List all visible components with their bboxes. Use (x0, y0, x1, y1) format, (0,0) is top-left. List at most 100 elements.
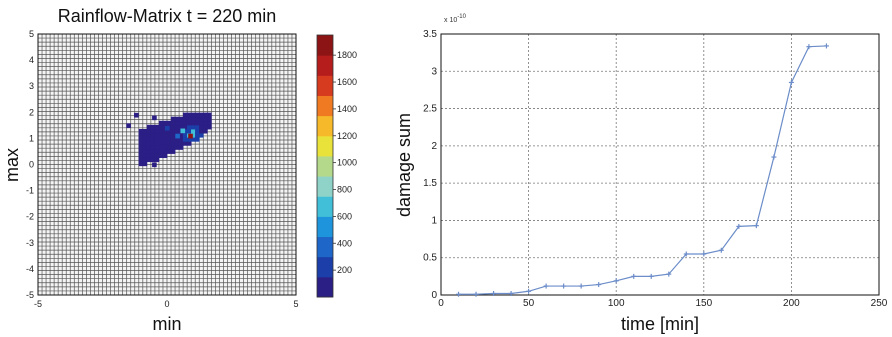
heatmap-cell (154, 124, 160, 130)
heatmap-cell (162, 128, 168, 134)
heatmap-cell (150, 145, 156, 150)
heatmap-cell (154, 133, 160, 138)
heatmap-cell (146, 157, 152, 163)
heatmap-cell (166, 137, 172, 142)
heatmap-cell (150, 157, 156, 163)
colorbar-tick-label: 1600 (337, 77, 357, 87)
colorbar-band (317, 256, 333, 278)
colorbar-band (317, 196, 333, 217)
heatmap-x-tick-label: 0 (164, 299, 169, 309)
y-multiplier-label: x 10-10 (444, 14, 467, 24)
heatmap-cell (158, 145, 164, 150)
heatmap-cell (170, 149, 176, 154)
heatmap-cell (146, 133, 152, 138)
heatmap-cell (146, 124, 152, 130)
heatmap-cell (195, 128, 200, 134)
heatmap-cell (195, 133, 200, 138)
heatmap-cell (158, 149, 164, 154)
colorbar-band (317, 75, 333, 96)
heatmap-cell (195, 120, 200, 126)
line-chart-y-tick-label: 1 (431, 215, 437, 226)
heatmap-grid (37, 33, 297, 296)
heatmap-cell (178, 124, 184, 130)
heatmap-cell (175, 133, 180, 139)
damage-sum-line (458, 45, 827, 295)
heatmap-cell (186, 120, 192, 126)
line-chart-y-tick-label: 2 (431, 141, 437, 152)
heatmap-cell (138, 141, 144, 146)
damage-sum-point (473, 291, 479, 297)
heatmap-cell (182, 128, 188, 134)
heatmap-cell (191, 128, 196, 134)
heatmap-cell (207, 124, 212, 130)
heatmap-cell (158, 133, 164, 138)
heatmap-title: Rainflow-Matrix t = 220 min (58, 6, 277, 26)
heatmap-cell (152, 115, 157, 121)
heatmap-cell (126, 123, 131, 128)
heatmap-cell (170, 145, 176, 150)
heatmap-cell (174, 116, 180, 122)
damage-sum-point (788, 79, 794, 85)
colorbar-band (317, 276, 333, 298)
heatmap-cell (191, 116, 196, 122)
heatmap-cell (138, 137, 144, 142)
heatmap-cell (182, 116, 188, 122)
heatmap-cell (170, 128, 176, 134)
heatmap-cell (182, 112, 188, 118)
heatmap-cell (207, 120, 212, 126)
heatmap-cell (146, 137, 152, 142)
heatmap-cell (158, 137, 164, 142)
heatmap-cell (158, 120, 164, 126)
heatmap-y-tick-label: 1 (29, 133, 34, 143)
heatmap-cell (203, 116, 208, 122)
damage-sum-point (806, 44, 812, 50)
line-chart-y-tick-label: 2.5 (423, 104, 437, 115)
line-chart-grid (441, 34, 879, 295)
heatmap-cell (138, 145, 144, 150)
heatmap-cell (142, 145, 148, 150)
heatmap-cell (138, 133, 144, 138)
heatmap-cell (166, 120, 172, 126)
heatmap-y-tick-label: -1 (26, 186, 34, 196)
heatmap-cell (186, 112, 192, 118)
heatmap-cell (178, 145, 184, 150)
heatmap-cell (195, 137, 200, 142)
heatmap-cell (154, 141, 160, 146)
line-chart-x-tick-label: 50 (523, 298, 535, 309)
heatmap-x-tick-label: -5 (34, 299, 42, 309)
heatmap-y-tick-label: -4 (26, 264, 34, 274)
heatmap-cell (162, 153, 168, 158)
heatmap-cell (186, 137, 192, 142)
colorbar-band (317, 135, 333, 157)
colorbar-tick-label: 1800 (337, 50, 357, 60)
damage-sum-point (561, 283, 567, 289)
heatmap-frame (37, 33, 297, 296)
heatmap-cell (146, 149, 152, 154)
heatmap-cell (150, 149, 156, 154)
heatmap-y-tick-label: -2 (26, 212, 34, 222)
heatmap-cell (207, 112, 212, 118)
heatmap-cell (154, 157, 160, 163)
heatmap-cell (178, 116, 184, 122)
heatmap-cell (191, 137, 196, 142)
heatmap-cell (162, 133, 168, 138)
heatmap-cell (166, 133, 172, 138)
colorbar-tick-label: 800 (337, 185, 352, 195)
colorbar-band (317, 236, 333, 258)
heatmap-cell (170, 133, 176, 138)
heatmap-cell (138, 128, 144, 134)
damage-sum-point (771, 154, 777, 160)
heatmap-cell (199, 116, 204, 122)
heatmap-cell (150, 137, 156, 142)
heatmap-cells (126, 112, 212, 168)
heatmap-cell (162, 120, 168, 126)
heatmap-cell (182, 120, 188, 126)
heatmap-cell (191, 120, 196, 126)
damage-sum-point (456, 291, 462, 297)
colorbar-tick-label: 1200 (337, 131, 357, 141)
line-chart-x-tick-label: 200 (783, 298, 800, 309)
heatmap-cell (150, 133, 156, 138)
rainflow-matrix-chart: Rainflow-Matrix t = 220 min -5 0 5 5 4 3 2 1 0 -1… (2, 6, 299, 334)
line-chart-y-tick-label: 0.5 (423, 253, 437, 264)
